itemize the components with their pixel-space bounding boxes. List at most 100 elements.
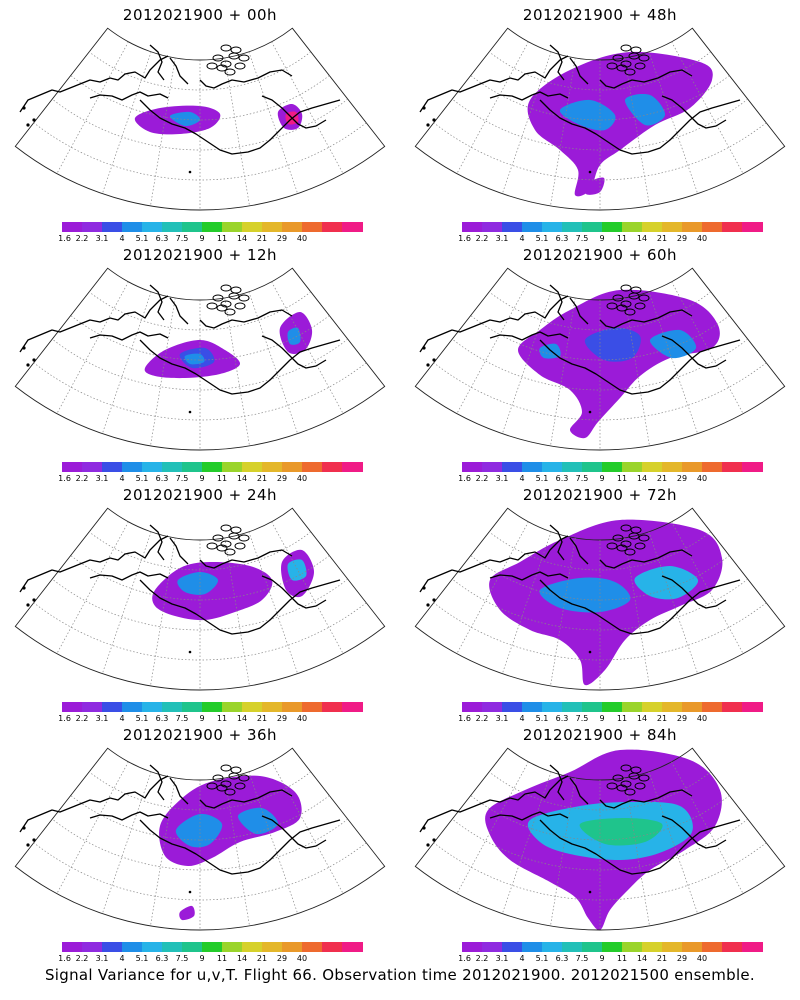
colorbar-tick-label: 40 xyxy=(696,954,708,963)
colorbar-tick-label: 11 xyxy=(216,474,228,483)
colorbar-swatch xyxy=(722,942,743,952)
island-outline xyxy=(616,304,628,312)
island-dot xyxy=(22,826,26,830)
colorbar-swatch xyxy=(222,222,243,232)
island-dot xyxy=(432,118,436,122)
coastline-segment xyxy=(549,284,565,321)
colorbar-swatch xyxy=(742,942,763,952)
colorbar-swatch xyxy=(82,462,103,472)
colorbar-swatch xyxy=(302,942,323,952)
parallel-line xyxy=(52,338,348,391)
coastline-segment xyxy=(599,549,693,569)
island-outline xyxy=(224,68,236,76)
coastline-segment xyxy=(661,335,727,369)
variance-contour xyxy=(184,353,205,365)
island-outline xyxy=(612,534,624,542)
island-dot xyxy=(32,598,36,602)
coastline-segment xyxy=(19,55,169,113)
coastline xyxy=(419,764,741,894)
colorbar-swatch xyxy=(742,462,763,472)
map-plot xyxy=(14,27,386,211)
colorbar-tick-label: 40 xyxy=(296,714,308,723)
coastline-segment xyxy=(149,764,165,801)
island-outline xyxy=(234,782,246,790)
island-outline xyxy=(212,294,224,302)
island-outline xyxy=(216,304,228,312)
coastline-segment xyxy=(199,789,293,809)
island-outline xyxy=(616,544,628,552)
island-dot xyxy=(588,410,592,414)
variance-field xyxy=(159,775,302,921)
colorbar-tick-label: 21 xyxy=(256,714,268,723)
colorbar-swatch xyxy=(342,222,363,232)
meridian-line xyxy=(224,297,250,446)
colorbar-tick-label: 2.2 xyxy=(475,714,489,723)
colorbar-tick-label: 6.3 xyxy=(555,234,569,243)
colorbar-swatch xyxy=(542,702,563,712)
island-outline xyxy=(238,774,250,782)
meridian-line xyxy=(456,41,529,174)
colorbar-tick-label: 4 xyxy=(119,714,125,723)
island-outline xyxy=(620,44,632,52)
colorbar-tick-label: 4 xyxy=(119,474,125,483)
colorbar-swatch xyxy=(322,702,343,712)
colorbar-tick-label: 4 xyxy=(519,234,525,243)
colorbar-tick-label: 3.1 xyxy=(495,954,509,963)
colorbar-swatch xyxy=(322,942,343,952)
island-dot xyxy=(426,843,430,847)
panel-title: 2012021900 + 48h xyxy=(522,6,678,24)
parallel-line xyxy=(470,795,730,841)
variance-field xyxy=(489,519,723,686)
colorbar-swatch xyxy=(222,462,243,472)
island-dot xyxy=(32,838,36,842)
variance-field xyxy=(134,103,303,135)
map-plot xyxy=(414,747,786,931)
island-dot xyxy=(22,106,26,110)
colorbar-tick-label: 11 xyxy=(616,954,628,963)
island-outline xyxy=(216,784,228,792)
island-outline xyxy=(606,302,618,310)
panel-title: 2012021900 + 84h xyxy=(522,726,678,744)
colorbar-tick-label: 4 xyxy=(119,954,125,963)
colorbar-swatch xyxy=(702,222,723,232)
colorbar-swatch xyxy=(502,222,523,232)
parallel-line xyxy=(52,818,348,871)
variance-contour xyxy=(175,813,223,848)
meridian-line xyxy=(248,291,299,434)
meridian-line xyxy=(224,57,250,206)
colorbar-swatch xyxy=(502,702,523,712)
coastline-segment xyxy=(199,309,293,329)
colorbar-swatch xyxy=(602,222,623,232)
island-outline xyxy=(620,764,632,772)
island-outline xyxy=(234,62,246,70)
colorbar-swatch xyxy=(202,702,223,712)
coastline xyxy=(419,44,741,174)
coastline-segment xyxy=(549,524,565,561)
colorbar-tick-label: 14 xyxy=(636,234,648,243)
colorbar-tick-label: 5.1 xyxy=(535,474,549,483)
colorbar-tick-label: 14 xyxy=(636,954,648,963)
colorbar-tick-label: 3.1 xyxy=(95,474,109,483)
colorbar-swatch xyxy=(142,222,163,232)
colorbar-tick-label: 7.5 xyxy=(575,954,589,963)
coastline xyxy=(19,44,341,174)
coastline-segment xyxy=(599,69,693,89)
meridian-line xyxy=(550,297,576,446)
meridian-line xyxy=(624,537,650,686)
coastline-segment xyxy=(149,284,165,321)
colorbar-swatch xyxy=(522,702,543,712)
meridian-line xyxy=(624,777,650,926)
island-dot xyxy=(426,363,430,367)
coastline-segment xyxy=(199,549,293,569)
meridian-line xyxy=(456,521,529,654)
colorbar-swatch xyxy=(602,462,623,472)
colorbar-swatch xyxy=(462,462,483,472)
forecast-panel: 2012021900 + 48h 1.6 2.2 3.1 4 5.1 6.3 7.5 9 11 14… xyxy=(400,0,800,243)
island-outline xyxy=(230,46,242,54)
coastline-segment xyxy=(419,535,569,593)
island-outline xyxy=(616,64,628,72)
parallel-line xyxy=(452,578,748,631)
colorbar-tick-label: 2.2 xyxy=(75,474,89,483)
colorbar-swatch xyxy=(262,222,283,232)
island-outline xyxy=(220,300,232,308)
